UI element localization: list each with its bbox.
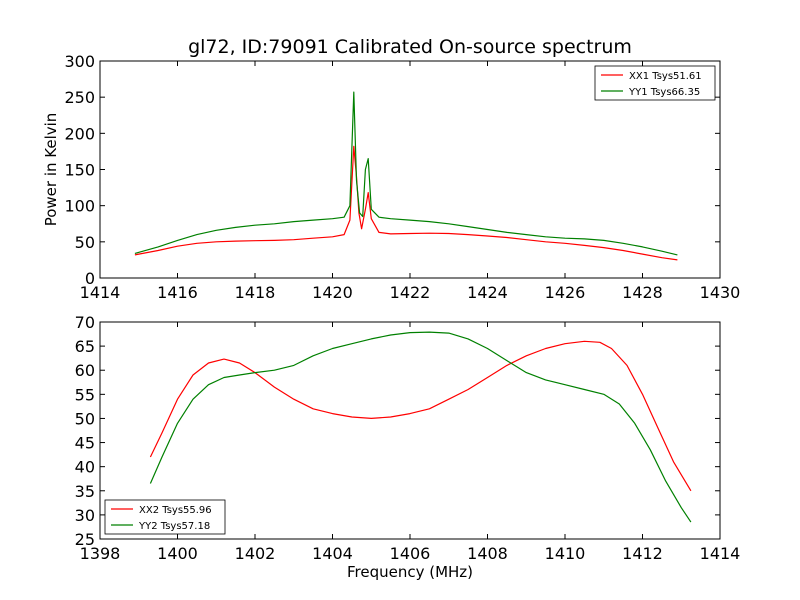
x-tick-label: 1430 <box>700 283 741 302</box>
x-axis-label: Frequency (MHz) <box>347 563 473 581</box>
legend-entry: XX1 Tsys51.61 <box>629 71 702 82</box>
legend-entry: YY2 Tsys57.18 <box>138 521 210 532</box>
x-tick-label: 1428 <box>622 283 663 302</box>
y-tick-label: 40 <box>75 458 95 477</box>
top-panel: 1414 1416 1418 1420 1422 1424 1426 1428 1430 0 50 1… <box>42 52 740 302</box>
x-tick-label: 1414 <box>700 544 741 563</box>
y-tick-label: 65 <box>75 337 95 356</box>
y-tick-label: 50 <box>75 233 95 252</box>
x-tick-label: 1416 <box>157 283 198 302</box>
legend-entry: XX2 Tsys55.96 <box>139 505 212 516</box>
x-tick-label: 1406 <box>390 544 431 563</box>
y-tick-label: 150 <box>64 161 95 180</box>
x-tick-label: 1408 <box>467 544 508 563</box>
y-tick-label: 100 <box>64 197 95 216</box>
series-line-2 <box>149 331 692 523</box>
y-tick-label: 55 <box>75 385 95 404</box>
legend-entry: YY1 Tsys66.35 <box>628 87 700 98</box>
y-tick-label: 50 <box>75 409 95 428</box>
y-tick-label: 35 <box>75 482 95 501</box>
series-line-1 <box>134 145 678 261</box>
series-line-1 <box>149 340 692 492</box>
legend-box <box>104 499 226 535</box>
y-tick-label: 0 <box>85 269 95 288</box>
series-line-2 <box>134 91 678 256</box>
legend-box <box>594 65 716 101</box>
y-axis-label: Power in Kelvin <box>42 113 60 227</box>
y-tick-label: 250 <box>64 88 95 107</box>
y-tick-label: 25 <box>75 530 95 549</box>
y-tick-label: 200 <box>64 124 95 143</box>
x-tick-label: 1414 <box>80 283 121 302</box>
x-tick-label: 1426 <box>545 283 586 302</box>
y-tick-label: 30 <box>75 506 95 525</box>
x-tick-label: 1400 <box>157 544 198 563</box>
x-tick-label: 1402 <box>235 544 276 563</box>
y-tick-label: 70 <box>75 313 95 332</box>
x-tick-label: 1410 <box>545 544 586 563</box>
bottom-panel: 1398 1400 1402 1404 1406 1408 1410 1412 1414 25 30… <box>75 313 741 581</box>
x-tick-label: 1398 <box>80 544 121 563</box>
x-tick-label: 1420 <box>312 283 353 302</box>
legend: XX1 Tsys51.61 YY1 Tsys66.35 <box>594 65 716 101</box>
y-tick-label: 60 <box>75 361 95 380</box>
y-tick-label: 45 <box>75 434 95 453</box>
x-tick-label: 1422 <box>390 283 431 302</box>
y-tick-label: 300 <box>64 52 95 71</box>
figure-title: gl72, ID:79091 Calibrated On-source spec… <box>188 36 632 58</box>
x-tick-label: 1424 <box>467 283 508 302</box>
x-tick-label: 1418 <box>235 283 276 302</box>
legend: XX2 Tsys55.96 YY2 Tsys57.18 <box>104 499 226 535</box>
x-tick-label: 1404 <box>312 544 353 563</box>
x-tick-label: 1412 <box>622 544 663 563</box>
